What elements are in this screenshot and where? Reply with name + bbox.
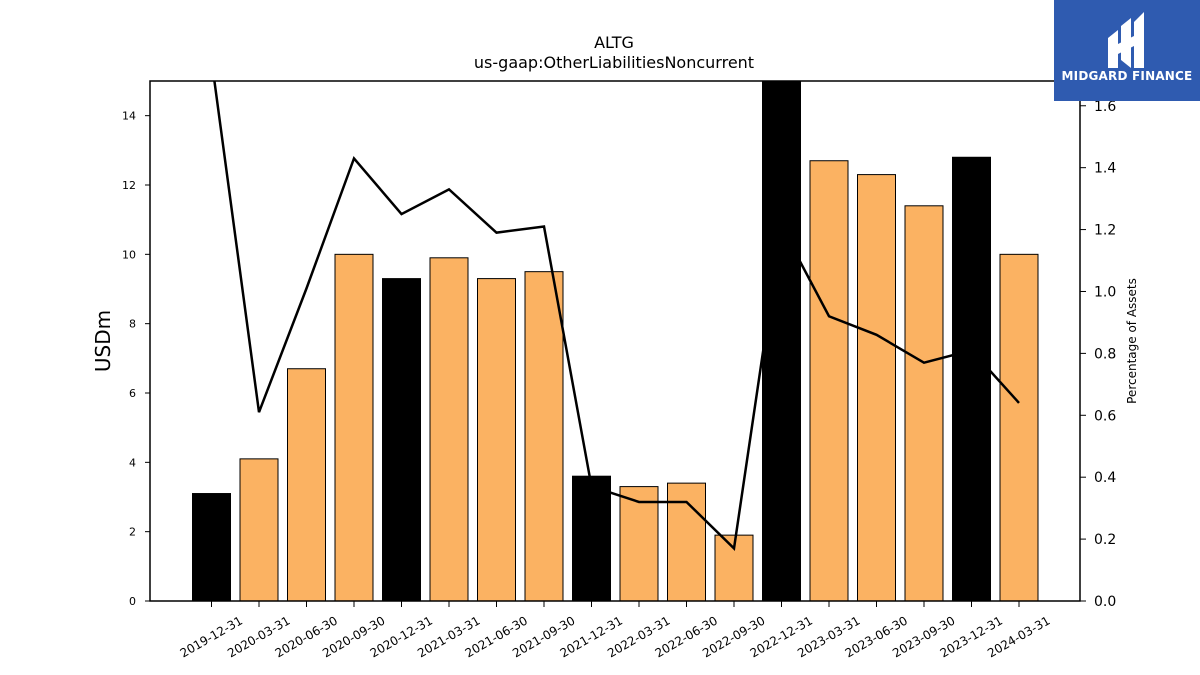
- y-tick-label: 6: [129, 387, 136, 400]
- logo-text: MIDGARD FINANCE: [1061, 69, 1193, 83]
- bar: [382, 278, 421, 602]
- chart-title: ALTG: [594, 33, 634, 52]
- plot-frame: [149, 80, 1081, 602]
- y-tick-label: 4: [129, 456, 136, 469]
- y-tick-label: 12: [122, 179, 136, 192]
- y2-tick-label: 0.4: [1094, 470, 1116, 486]
- y-tick-label: 14: [122, 110, 136, 123]
- y2-tick-label: 0.6: [1094, 408, 1116, 424]
- y2-tick-label: 0.2: [1094, 532, 1116, 548]
- line-path: [213, 81, 1020, 551]
- bar: [334, 253, 374, 602]
- y2-tick-label: 0.8: [1094, 346, 1116, 362]
- y2-tick-label: 0.0: [1094, 594, 1116, 610]
- bar: [619, 486, 659, 602]
- bar: [952, 156, 991, 602]
- bar: [477, 278, 516, 602]
- bar: [762, 80, 801, 602]
- chart-subtitle: us-gaap:OtherLiabilitiesNoncurrent: [474, 53, 754, 72]
- bar: [239, 458, 279, 602]
- y-tick-label: 10: [122, 248, 136, 261]
- bar: [572, 475, 611, 602]
- bar: [429, 257, 469, 602]
- y2-axis-label: Percentage of Assets: [1125, 278, 1139, 404]
- bar: [524, 271, 564, 602]
- bar: [287, 368, 326, 602]
- bar: [999, 253, 1039, 602]
- y2-tick-label: 1.6: [1094, 99, 1116, 115]
- y-axis-label: USDm: [91, 310, 115, 372]
- y-tick-label: 8: [129, 318, 136, 331]
- y-tick-label: 0: [129, 595, 136, 608]
- y2-tick-label: 1.2: [1094, 223, 1116, 239]
- bar: [904, 205, 944, 602]
- brand-logo: MIDGARD FINANCE: [1054, 0, 1200, 101]
- bar-series: [192, 80, 1039, 602]
- bar: [192, 493, 231, 602]
- y-tick-label: 2: [129, 526, 136, 539]
- y2-tick-label: 1.0: [1094, 284, 1116, 300]
- bar: [809, 160, 849, 602]
- y2-tick-label: 1.4: [1094, 161, 1116, 177]
- logo-mark-icon: [1108, 12, 1144, 68]
- bar: [857, 174, 896, 602]
- line-series: [213, 81, 1020, 551]
